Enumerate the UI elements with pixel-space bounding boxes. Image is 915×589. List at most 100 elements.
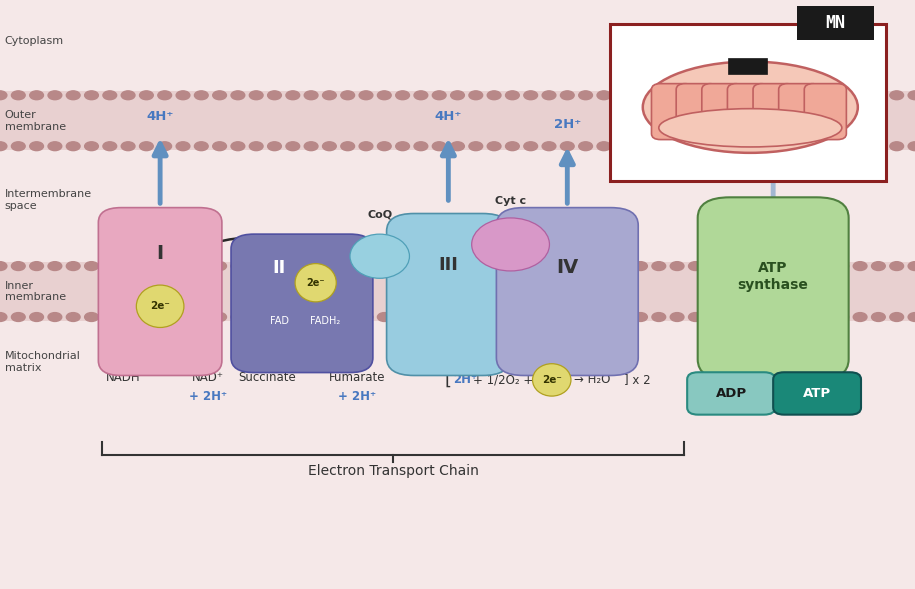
Circle shape (689, 142, 703, 151)
Circle shape (48, 313, 61, 322)
Circle shape (908, 142, 915, 151)
Text: III: III (438, 256, 458, 274)
Circle shape (762, 262, 775, 270)
Circle shape (744, 262, 758, 270)
Circle shape (560, 142, 575, 151)
Text: 4H⁺: 4H⁺ (146, 110, 174, 123)
Circle shape (414, 313, 428, 322)
Circle shape (506, 142, 520, 151)
Circle shape (414, 91, 428, 100)
Circle shape (616, 262, 630, 270)
Circle shape (871, 262, 885, 270)
Bar (0, 262, 915, 321)
Circle shape (707, 313, 721, 322)
Circle shape (780, 262, 793, 270)
Circle shape (0, 142, 7, 151)
Circle shape (487, 262, 501, 270)
Circle shape (597, 313, 610, 322)
Circle shape (231, 313, 245, 322)
Circle shape (487, 313, 501, 322)
Circle shape (854, 91, 867, 100)
Circle shape (267, 313, 282, 322)
Circle shape (285, 313, 300, 322)
Circle shape (212, 142, 227, 151)
Circle shape (340, 142, 355, 151)
Circle shape (304, 91, 318, 100)
FancyBboxPatch shape (687, 372, 775, 415)
Ellipse shape (642, 62, 858, 153)
Bar (0, 91, 915, 150)
Circle shape (102, 313, 117, 322)
Circle shape (798, 313, 813, 322)
Circle shape (798, 91, 813, 100)
Circle shape (194, 262, 209, 270)
Text: 2e⁻: 2e⁻ (542, 375, 562, 385)
Circle shape (340, 313, 355, 322)
FancyBboxPatch shape (779, 84, 821, 140)
Text: Fumarate: Fumarate (328, 371, 385, 384)
Circle shape (579, 91, 593, 100)
Circle shape (450, 91, 465, 100)
FancyBboxPatch shape (676, 84, 718, 140)
Circle shape (194, 142, 209, 151)
Circle shape (11, 91, 26, 100)
Text: Outer
membrane: Outer membrane (5, 110, 66, 131)
Circle shape (523, 262, 537, 270)
Circle shape (762, 313, 775, 322)
Ellipse shape (350, 234, 410, 279)
FancyBboxPatch shape (651, 84, 694, 140)
Circle shape (176, 142, 190, 151)
Circle shape (212, 262, 227, 270)
Circle shape (651, 262, 665, 270)
Text: Inner
membrane: Inner membrane (5, 281, 66, 302)
Circle shape (616, 313, 630, 322)
Circle shape (359, 91, 373, 100)
Circle shape (560, 91, 575, 100)
Circle shape (707, 262, 721, 270)
Circle shape (395, 262, 410, 270)
Circle shape (579, 142, 593, 151)
Circle shape (689, 313, 703, 322)
Circle shape (249, 142, 264, 151)
Circle shape (395, 142, 410, 151)
Circle shape (651, 91, 665, 100)
Circle shape (249, 91, 264, 100)
Text: 2e⁻: 2e⁻ (307, 278, 325, 287)
Circle shape (634, 262, 648, 270)
Circle shape (48, 91, 61, 100)
Circle shape (377, 262, 392, 270)
Circle shape (322, 262, 337, 270)
Circle shape (854, 313, 867, 322)
Circle shape (0, 262, 7, 270)
FancyBboxPatch shape (610, 24, 886, 181)
Text: FAD: FAD (270, 316, 288, 326)
FancyBboxPatch shape (496, 208, 639, 376)
Circle shape (889, 313, 903, 322)
Circle shape (468, 91, 483, 100)
Text: ADP: ADP (716, 387, 747, 400)
Circle shape (908, 313, 915, 322)
Circle shape (84, 142, 99, 151)
Circle shape (506, 313, 520, 322)
Text: + 2H⁺: + 2H⁺ (188, 390, 227, 403)
Circle shape (523, 142, 537, 151)
Circle shape (121, 262, 135, 270)
Text: [: [ (445, 371, 452, 389)
Circle shape (670, 142, 684, 151)
Circle shape (322, 313, 337, 322)
Circle shape (176, 262, 190, 270)
Text: nH⁺: nH⁺ (759, 114, 787, 127)
Circle shape (835, 262, 849, 270)
Ellipse shape (472, 218, 550, 271)
Text: FADH₂: FADH₂ (309, 316, 340, 326)
Text: + 2H⁺: + 2H⁺ (338, 390, 376, 403)
Circle shape (395, 91, 410, 100)
Circle shape (634, 313, 648, 322)
Circle shape (744, 91, 758, 100)
Circle shape (121, 91, 135, 100)
Text: Cyt c: Cyt c (495, 196, 526, 206)
Circle shape (597, 262, 610, 270)
Text: ATP
synthase: ATP synthase (737, 261, 809, 293)
Text: I: I (156, 244, 164, 263)
Circle shape (762, 91, 775, 100)
